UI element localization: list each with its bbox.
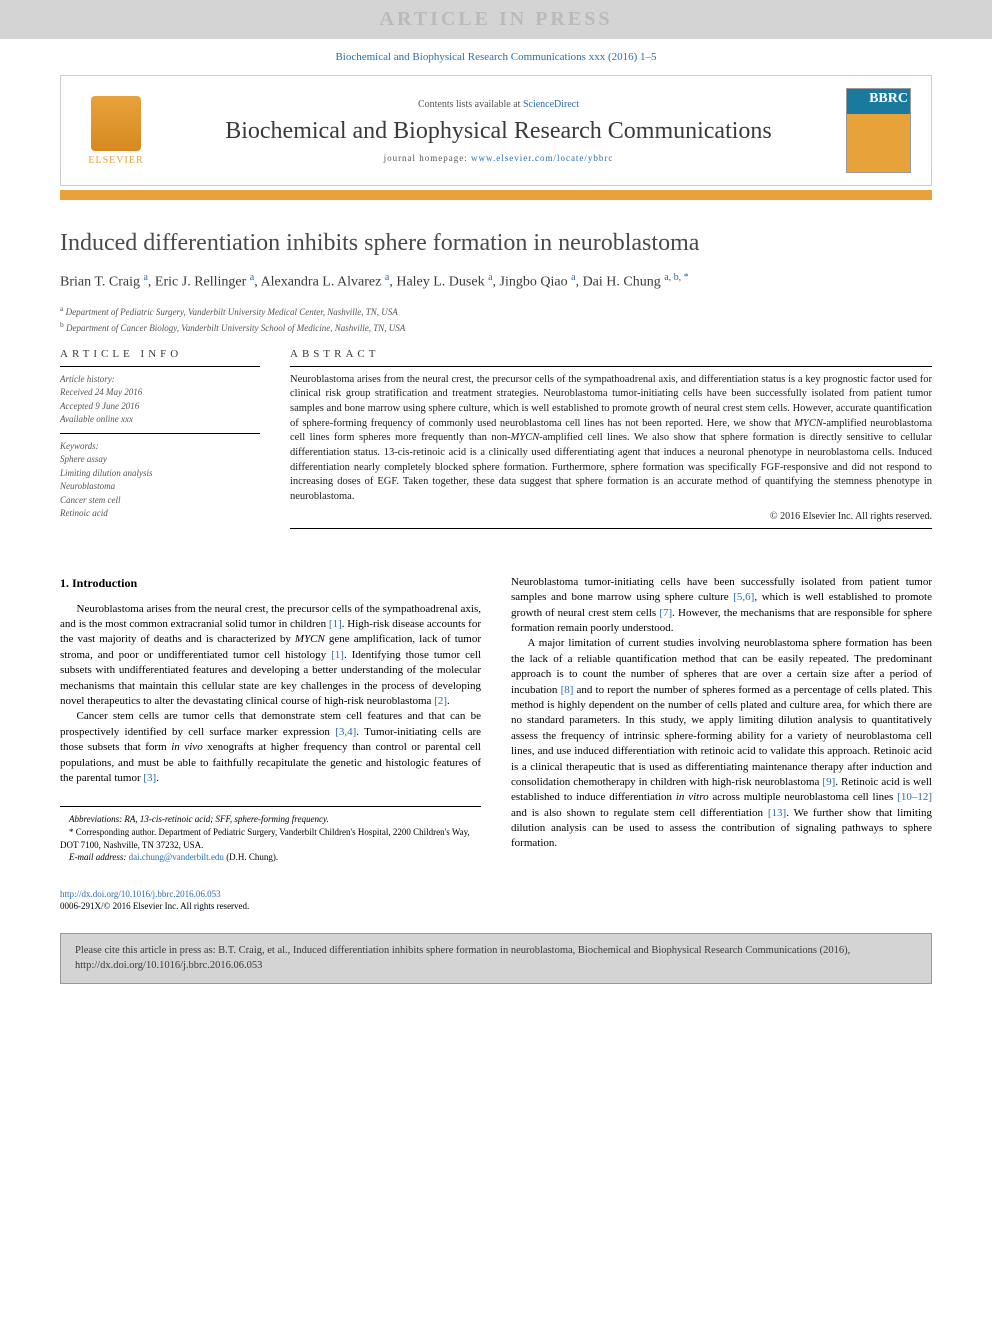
authors-list: Brian T. Craig a, Eric J. Rellinger a, A… bbox=[60, 272, 932, 291]
cover-abbrev: BBRC bbox=[869, 91, 908, 107]
history-accepted: Accepted 9 June 2016 bbox=[60, 400, 260, 414]
email-link[interactable]: dai.chung@vanderbilt.edu bbox=[129, 852, 224, 862]
ref-link[interactable]: [9] bbox=[822, 776, 835, 788]
affiliation-a: a Department of Pediatric Surgery, Vande… bbox=[60, 303, 932, 320]
journal-name: Biochemical and Biophysical Research Com… bbox=[171, 118, 826, 145]
abstract-copyright: © 2016 Elsevier Inc. All rights reserved… bbox=[290, 511, 932, 522]
ref-link[interactable]: [1] bbox=[331, 649, 344, 661]
header-center: Contents lists available at ScienceDirec… bbox=[171, 99, 826, 163]
ref-link[interactable]: [2] bbox=[434, 695, 447, 707]
info-abstract-row: ARTICLE INFO Article history: Received 2… bbox=[60, 348, 932, 535]
abstract-text: Neuroblastoma arises from the neural cre… bbox=[290, 373, 932, 505]
ref-link[interactable]: [5,6] bbox=[733, 591, 754, 603]
history-available: Available online xxx bbox=[60, 413, 260, 427]
doi-block: http://dx.doi.org/10.1016/j.bbrc.2016.06… bbox=[60, 888, 932, 913]
doi-link[interactable]: http://dx.doi.org/10.1016/j.bbrc.2016.06… bbox=[60, 889, 221, 899]
footnote-abbrev: Abbreviations: RA, 13-cis-retinoic acid;… bbox=[60, 813, 481, 826]
info-divider bbox=[60, 433, 260, 434]
body-paragraph: Cancer stem cells are tumor cells that d… bbox=[60, 709, 481, 786]
article-title: Induced differentiation inhibits sphere … bbox=[60, 230, 932, 257]
main-content: Induced differentiation inhibits sphere … bbox=[0, 200, 992, 884]
keyword: Cancer stem cell bbox=[60, 494, 260, 508]
footnote-corresponding: * Corresponding author. Department of Pe… bbox=[60, 826, 481, 851]
keyword: Limiting dilution analysis bbox=[60, 467, 260, 481]
keyword: Retinoic acid bbox=[60, 507, 260, 521]
ref-link[interactable]: [1] bbox=[329, 618, 342, 630]
affiliation-b: b Department of Cancer Biology, Vanderbi… bbox=[60, 319, 932, 336]
body-col-left: 1. Introduction Neuroblastoma arises fro… bbox=[60, 575, 481, 864]
contents-prefix: Contents lists available at bbox=[418, 99, 523, 110]
history-received: Received 24 May 2016 bbox=[60, 386, 260, 400]
keyword: Sphere assay bbox=[60, 453, 260, 467]
ref-link[interactable]: [7] bbox=[659, 607, 672, 619]
keywords-block: Keywords: Sphere assay Limiting dilution… bbox=[60, 440, 260, 521]
ref-link[interactable]: [8] bbox=[561, 684, 574, 696]
abstract-divider-bottom bbox=[290, 528, 932, 529]
journal-header: ELSEVIER Contents lists available at Sci… bbox=[60, 75, 932, 186]
article-in-press-banner: ARTICLE IN PRESS bbox=[0, 0, 992, 39]
homepage-prefix: journal homepage: bbox=[384, 153, 471, 163]
ref-link[interactable]: [3,4] bbox=[335, 726, 356, 738]
body-col-right: Neuroblastoma tumor-initiating cells hav… bbox=[511, 575, 932, 864]
keyword: Neuroblastoma bbox=[60, 480, 260, 494]
body-columns: 1. Introduction Neuroblastoma arises fro… bbox=[60, 575, 932, 864]
ref-link[interactable]: [13] bbox=[768, 807, 786, 819]
affiliations: a Department of Pediatric Surgery, Vande… bbox=[60, 303, 932, 336]
abstract-column: ABSTRACT Neuroblastoma arises from the n… bbox=[290, 348, 932, 535]
body-paragraph: A major limitation of current studies in… bbox=[511, 636, 932, 851]
history-label: Article history: bbox=[60, 373, 260, 387]
article-info: ARTICLE INFO Article history: Received 2… bbox=[60, 348, 260, 535]
elsevier-logo: ELSEVIER bbox=[81, 91, 151, 171]
ref-link[interactable]: [10–12] bbox=[897, 791, 932, 803]
ref-link[interactable]: [3] bbox=[143, 772, 156, 784]
elsevier-label: ELSEVIER bbox=[88, 155, 143, 166]
body-paragraph: Neuroblastoma arises from the neural cre… bbox=[60, 602, 481, 710]
body-paragraph: Neuroblastoma tumor-initiating cells hav… bbox=[511, 575, 932, 637]
article-history: Article history: Received 24 May 2016 Ac… bbox=[60, 373, 260, 427]
abstract-heading: ABSTRACT bbox=[290, 348, 932, 360]
homepage-line: journal homepage: www.elsevier.com/locat… bbox=[171, 153, 826, 163]
abstract-divider bbox=[290, 366, 932, 367]
contents-line: Contents lists available at ScienceDirec… bbox=[171, 99, 826, 110]
keywords-label: Keywords: bbox=[60, 440, 260, 454]
info-divider bbox=[60, 366, 260, 367]
footnote-email: E-mail address: dai.chung@vanderbilt.edu… bbox=[60, 851, 481, 864]
issn-copyright: 0006-291X/© 2016 Elsevier Inc. All right… bbox=[60, 900, 932, 913]
section-1-heading: 1. Introduction bbox=[60, 575, 481, 592]
footnote-block: Abbreviations: RA, 13-cis-retinoic acid;… bbox=[60, 806, 481, 863]
elsevier-tree-icon bbox=[91, 96, 141, 151]
sciencedirect-link[interactable]: ScienceDirect bbox=[523, 99, 579, 110]
top-citation: Biochemical and Biophysical Research Com… bbox=[0, 39, 992, 75]
homepage-link[interactable]: www.elsevier.com/locate/ybbrc bbox=[471, 153, 613, 163]
article-info-heading: ARTICLE INFO bbox=[60, 348, 260, 360]
orange-divider-bar bbox=[60, 190, 932, 200]
journal-cover-thumb: BBRC bbox=[846, 88, 911, 173]
cite-box: Please cite this article in press as: B.… bbox=[60, 933, 932, 984]
